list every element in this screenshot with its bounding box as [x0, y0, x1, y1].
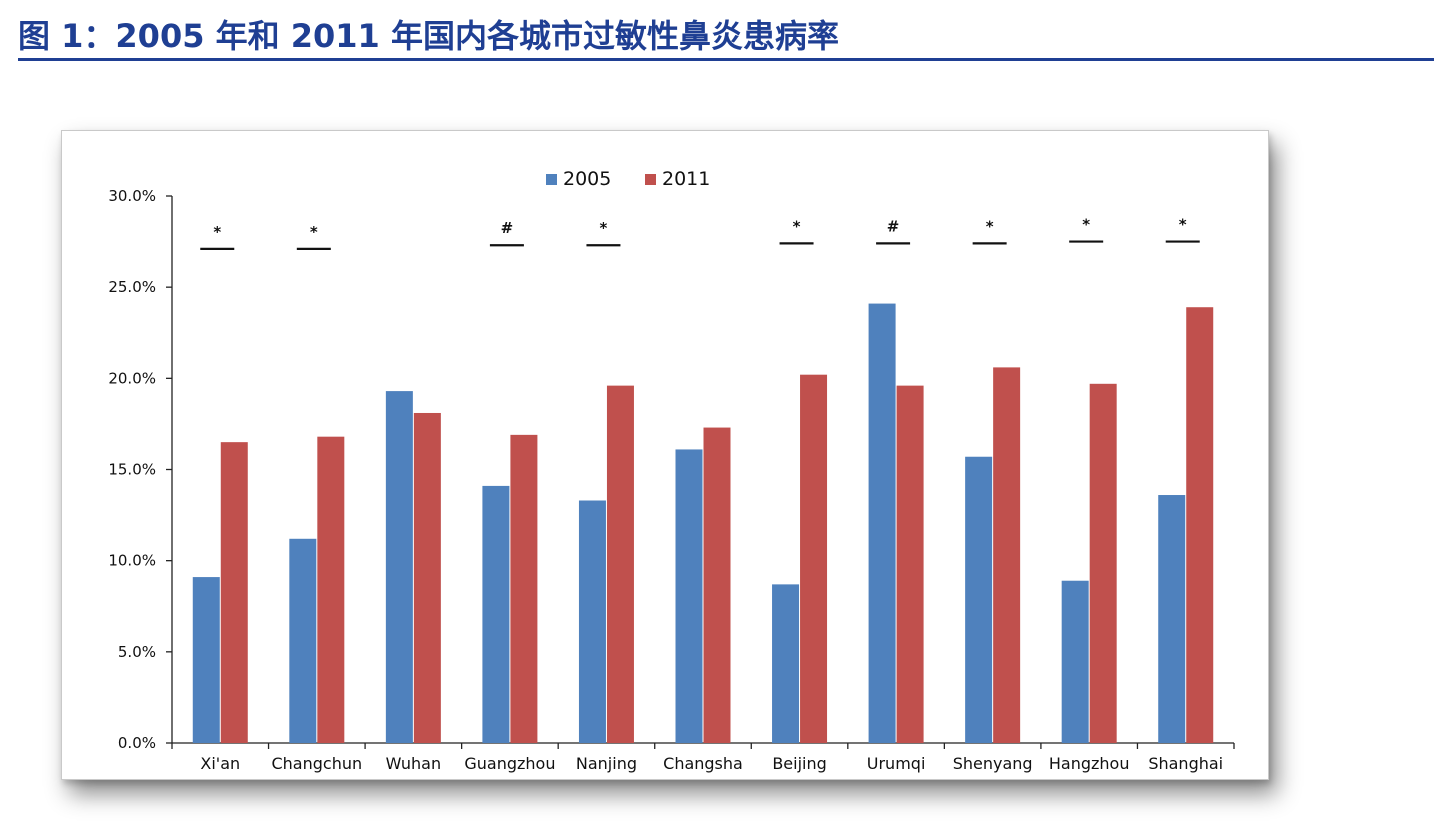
y-tick-label: 30.0%: [108, 187, 156, 205]
bar-2005-1: [289, 538, 317, 743]
axes-layer: 0.0% 5.0% 10.0% 15.0% 20.0% 25.0% 30.0% Xi'an Ch…: [108, 187, 1235, 773]
bars-layer: [192, 303, 1214, 743]
y-tick-label: 5.0%: [118, 643, 156, 661]
significance-marker: *: [600, 219, 608, 237]
bar-2011-9: [1089, 383, 1117, 743]
bar-2011-5: [703, 427, 731, 743]
annotations-layer: * * # * * # * * *: [200, 216, 1200, 250]
y-tick-label: 20.0%: [108, 369, 156, 387]
legend-swatch-2005: [546, 174, 557, 185]
bar-2011-6: [800, 374, 828, 743]
legend: 2005 2011: [546, 168, 710, 190]
significance-marker: *: [310, 223, 318, 241]
y-tick-label: 10.0%: [108, 552, 156, 570]
bar-2005-6: [772, 584, 800, 743]
bar-2011-3: [510, 434, 538, 743]
bar-2005-0: [192, 577, 220, 743]
legend-swatch-2011: [645, 174, 656, 185]
bar-2005-5: [675, 449, 703, 743]
bar-2005-3: [482, 485, 510, 743]
legend-label: 2011: [662, 168, 710, 190]
significance-marker: *: [793, 217, 801, 235]
x-tick-label: Guangzhou: [464, 754, 555, 773]
bar-2005-4: [578, 500, 606, 743]
x-tick-label: Shanghai: [1148, 754, 1223, 773]
significance-marker: #: [501, 219, 514, 237]
bar-2011-1: [317, 436, 345, 743]
x-tick-label: Changchun: [271, 754, 362, 773]
bar-2005-2: [385, 391, 413, 743]
significance-marker: *: [1082, 216, 1090, 234]
chart-frame: 0.0% 5.0% 10.0% 15.0% 20.0% 25.0% 30.0% Xi'an Ch…: [61, 130, 1269, 780]
significance-marker: *: [1179, 216, 1187, 234]
x-tick-label: Urumqi: [867, 754, 926, 773]
y-tick-label: 25.0%: [108, 278, 156, 296]
bar-2011-4: [606, 385, 634, 743]
bar-2011-8: [993, 367, 1021, 743]
x-tick-label: Wuhan: [386, 754, 441, 773]
x-tick-label: Hangzhou: [1049, 754, 1130, 773]
bar-2005-9: [1061, 580, 1089, 743]
significance-marker: *: [986, 217, 994, 235]
bar-2011-7: [896, 385, 924, 743]
chart-svg: 0.0% 5.0% 10.0% 15.0% 20.0% 25.0% 30.0% Xi'an Ch…: [108, 168, 1235, 773]
x-tick-label: Xi'an: [200, 754, 240, 773]
page-title: 图 1：2005 年和 2011 年国内各城市过敏性鼻炎患病率: [18, 17, 839, 55]
x-tick-label: Changsha: [663, 754, 743, 773]
bar-2011-0: [220, 442, 248, 743]
x-tick-label: Shenyang: [953, 754, 1033, 773]
bar-2011-10: [1186, 307, 1214, 743]
bar-2011-2: [413, 412, 441, 743]
bar-2005-7: [868, 303, 896, 743]
x-tick-label: Beijing: [772, 754, 826, 773]
significance-marker: #: [887, 217, 900, 235]
legend-label: 2005: [563, 168, 611, 190]
y-tick-label: 15.0%: [108, 461, 156, 479]
bar-2005-10: [1158, 495, 1186, 743]
significance-marker: *: [213, 223, 221, 241]
title-rule: [18, 58, 1434, 61]
x-tick-label: Nanjing: [576, 754, 637, 773]
y-tick-label: 0.0%: [118, 734, 156, 752]
bar-2005-8: [965, 456, 993, 743]
